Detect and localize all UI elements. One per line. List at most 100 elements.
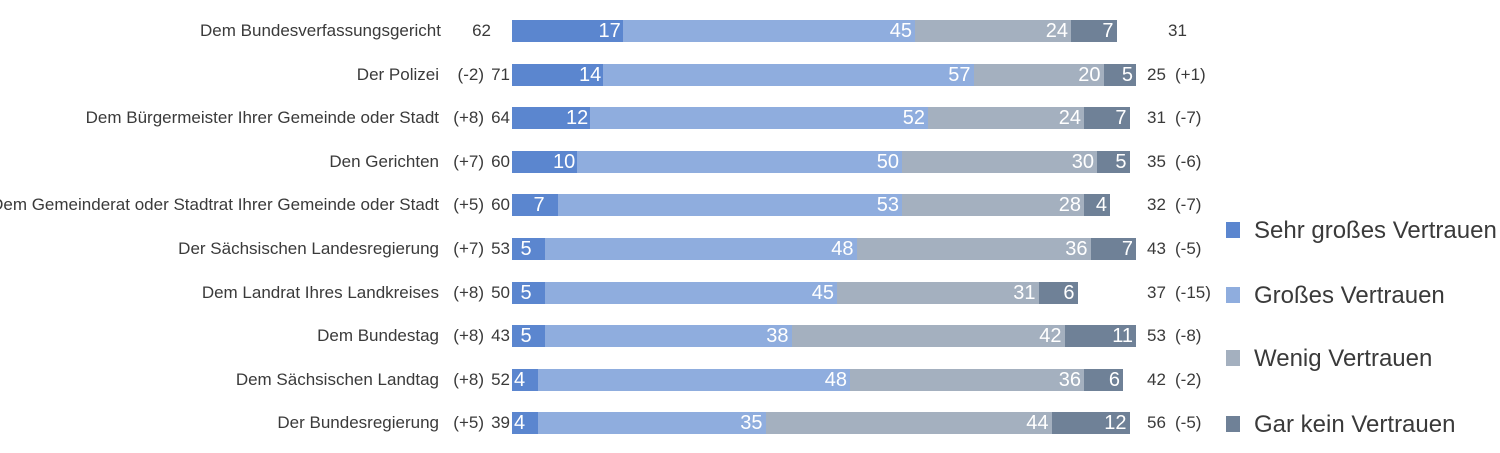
category-label: Dem Bürgermeister Ihrer Gemeinde oder St… (85, 108, 439, 128)
segment-value-label: 5 (520, 281, 532, 304)
category-label: Dem Bundestag (317, 326, 439, 346)
segment-value-label: 5 (1115, 150, 1127, 173)
segment-value-label: 31 (1013, 281, 1036, 304)
trust-total-label: 62 (472, 21, 491, 40)
segment-value-label: 5 (520, 325, 532, 348)
segment-value-label: 24 (1058, 107, 1081, 130)
segment-value-label: 30 (1071, 150, 1094, 173)
bar-segment (512, 150, 577, 173)
distrust-total-label: 53 (1147, 326, 1166, 346)
segment-value-label: 53 (876, 194, 899, 217)
trust-change-label: (+8) (453, 369, 484, 389)
bar-segment (1064, 325, 1136, 348)
bar-segment (1038, 281, 1078, 304)
segment-value-label: 35 (740, 412, 763, 435)
legend-label: Sehr großes Vertrauen (1254, 217, 1497, 244)
segment-value-label: 11 (1112, 325, 1133, 348)
distrust-change-label: (-6) (1175, 151, 1202, 171)
bar-segment (1084, 107, 1130, 130)
segment-value-label: 10 (553, 150, 576, 173)
segment-value-label: 28 (1058, 194, 1081, 217)
legend-swatch (1226, 287, 1240, 303)
legend-label: Wenig Vertrauen (1254, 345, 1433, 372)
distrust-change-label: (-7) (1175, 195, 1202, 215)
bar-segment (1071, 20, 1117, 42)
bar-segment (765, 412, 1052, 435)
bar-segment (544, 325, 792, 348)
distrust-total-label: 25 (1147, 64, 1166, 84)
category-label: Der Polizei (356, 64, 439, 84)
trust-change-label: (+5) (453, 413, 484, 433)
segment-value-label: 24 (1045, 20, 1068, 42)
trust-change-label: (+7) (453, 239, 484, 258)
distrust-total-label: 56 (1147, 413, 1166, 433)
bar-segment (928, 107, 1084, 130)
bar-segment (512, 412, 538, 435)
segment-value-label: 7 (1115, 107, 1127, 130)
bar-segment (791, 325, 1065, 348)
bar-segment (1051, 412, 1130, 435)
category-label: Dem Bundesverfassungsgericht (200, 21, 441, 40)
segment-value-label: 57 (948, 63, 971, 86)
trust-change-label: (+8) (453, 108, 484, 128)
bar-segment (915, 20, 1071, 42)
trust-total-label: 60 (491, 151, 510, 171)
bar-segment (577, 150, 902, 173)
trust-total-label: 53 (491, 239, 510, 258)
trust-total-label: 43 (491, 326, 510, 346)
distrust-change-label: (+1) (1175, 64, 1206, 84)
trust-change-label: (-2) (457, 64, 484, 84)
trust-total-label: 50 (491, 282, 510, 302)
segment-value-label: 12 (1104, 412, 1127, 435)
bar-segment (544, 238, 857, 260)
segment-value-label: 36 (1065, 238, 1088, 260)
bar-segment (973, 63, 1104, 86)
distrust-change-label: (-8) (1175, 326, 1202, 346)
segment-value-label: 14 (579, 63, 602, 86)
segment-value-label: 36 (1058, 368, 1081, 391)
legend-label: Gar kein Vertrauen (1254, 411, 1456, 438)
bar-segment (856, 238, 1091, 260)
segment-value-label: 50 (876, 150, 899, 173)
segment-value-label: 52 (902, 107, 925, 130)
segment-value-label: 48 (824, 368, 847, 391)
legend-swatch (1226, 416, 1240, 432)
distrust-change-label: (-2) (1175, 369, 1202, 389)
bar-segment (538, 368, 850, 391)
category-label: Der Sächsischen Landesregierung (178, 239, 439, 258)
legend-label: Großes Vertrauen (1254, 282, 1445, 309)
segment-value-label: 45 (811, 281, 834, 304)
distrust-total-label: 35 (1147, 151, 1166, 171)
bar-segment (1103, 63, 1136, 86)
distrust-total-label: 43 (1147, 239, 1166, 258)
segment-value-label: 48 (831, 238, 854, 260)
legend-swatch (1226, 222, 1240, 238)
bar-segment (512, 194, 558, 217)
bar-segment (544, 281, 837, 304)
bar-segment (603, 63, 974, 86)
trust-change-label: (+7) (453, 151, 484, 171)
bar-segment (902, 150, 1097, 173)
bar-segment (1097, 150, 1130, 173)
segment-value-label: 12 (566, 107, 589, 130)
segment-value-label: 4 (514, 368, 526, 391)
bar-segment (512, 281, 545, 304)
bar-segment (1090, 238, 1136, 260)
category-label: Dem Gemeinderat oder Stadtrat Ihrer Geme… (0, 195, 439, 215)
distrust-total-label: 32 (1147, 195, 1166, 215)
distrust-total-label: 37 (1147, 282, 1166, 302)
distrust-total-label: 31 (1147, 108, 1166, 128)
segment-value-label: 42 (1039, 325, 1062, 348)
segment-value-label: 38 (766, 325, 789, 348)
bar-segment (1084, 368, 1123, 391)
distrust-total-label: 42 (1147, 369, 1166, 389)
trust-change-label: (+5) (453, 195, 484, 215)
segment-value-label: 7 (1102, 20, 1114, 42)
trust-total-label: 60 (491, 195, 510, 215)
segment-value-label: 6 (1108, 368, 1120, 391)
trust-total-label: 71 (491, 64, 510, 84)
bar-segment (1084, 194, 1110, 217)
distrust-change-label: (-7) (1175, 108, 1202, 128)
bar-segment (557, 194, 902, 217)
